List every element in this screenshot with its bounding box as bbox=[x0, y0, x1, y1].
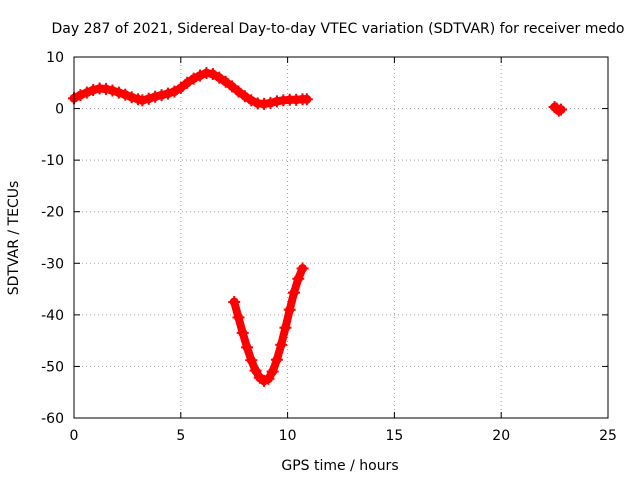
x-tick-label: 15 bbox=[385, 428, 403, 444]
y-axis-title: SDTVAR / TECUs bbox=[6, 181, 22, 296]
x-tick-label: 25 bbox=[599, 428, 617, 444]
x-tick-label: 10 bbox=[279, 428, 297, 444]
x-tick-label: 5 bbox=[176, 428, 185, 444]
data-point bbox=[296, 262, 309, 275]
grid bbox=[74, 57, 608, 418]
y-tick-label: -20 bbox=[41, 205, 64, 221]
chart-title: Day 287 of 2021, Sidereal Day-to-day VTE… bbox=[52, 21, 625, 37]
data-points bbox=[68, 66, 568, 387]
axes: 0 5 10 15 20 25 10 0 -10 -20 -30 -40 -50 -60 bbox=[41, 50, 617, 444]
plot-frame bbox=[73, 56, 609, 419]
y-tick-label: -60 bbox=[41, 411, 64, 427]
y-tick-label: -50 bbox=[41, 359, 64, 375]
x-tick-label: 20 bbox=[492, 428, 510, 444]
x-tick-label: 0 bbox=[70, 428, 79, 444]
y-tick-label: -30 bbox=[41, 256, 64, 272]
y-tick-label: 10 bbox=[46, 50, 64, 66]
y-tick-label: -10 bbox=[41, 153, 64, 169]
data-point bbox=[555, 103, 568, 116]
y-tick-label: -40 bbox=[41, 308, 64, 324]
x-axis-title: GPS time / hours bbox=[281, 458, 398, 474]
data-point bbox=[300, 93, 313, 106]
y-tick-label: 0 bbox=[55, 102, 64, 118]
